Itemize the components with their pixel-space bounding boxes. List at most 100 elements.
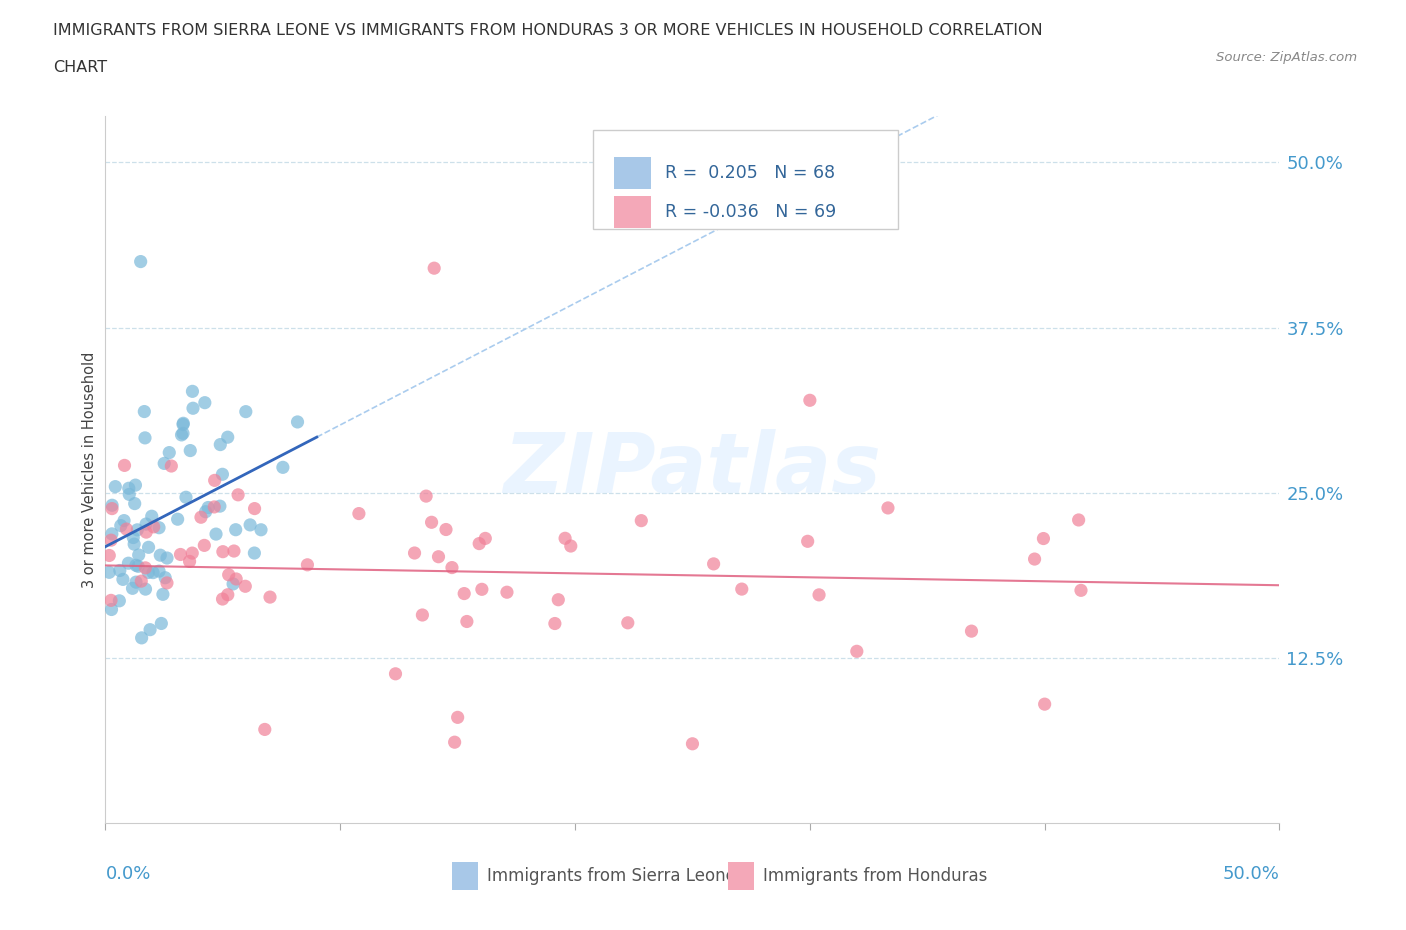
Point	[153, 570, 176, 585]
Point	[287, 415, 309, 430]
Point	[112, 513, 135, 528]
Point	[135, 517, 157, 532]
Point	[415, 488, 437, 503]
Point	[131, 631, 153, 645]
Point	[205, 526, 228, 541]
Point	[150, 616, 173, 631]
Point	[118, 481, 141, 496]
Point	[411, 607, 433, 622]
Point	[212, 544, 235, 559]
Point	[682, 737, 704, 751]
Point	[156, 576, 179, 591]
Point	[235, 405, 257, 419]
Point	[217, 587, 239, 602]
Text: 0.0%: 0.0%	[105, 866, 150, 884]
Point	[118, 487, 141, 502]
Point	[877, 500, 900, 515]
Point	[98, 548, 121, 563]
Point	[117, 556, 139, 571]
Point	[169, 547, 191, 562]
Point	[194, 504, 217, 519]
Point	[225, 572, 247, 587]
Point	[134, 561, 156, 576]
Point	[208, 498, 231, 513]
Point	[796, 534, 818, 549]
Point	[108, 593, 131, 608]
Point	[114, 458, 136, 472]
Point	[134, 405, 156, 419]
Point	[125, 558, 148, 573]
Point	[100, 593, 122, 608]
Point	[471, 582, 494, 597]
Point	[630, 513, 652, 528]
Point	[1024, 551, 1046, 566]
Point	[121, 581, 143, 596]
Point	[122, 537, 145, 551]
Point	[142, 565, 165, 580]
Text: Immigrants from Sierra Leone: Immigrants from Sierra Leone	[486, 867, 735, 885]
Point	[129, 574, 152, 589]
Point	[474, 531, 496, 546]
Point	[845, 644, 868, 658]
Point	[172, 417, 194, 432]
Point	[202, 499, 225, 514]
Point	[404, 546, 426, 561]
Point	[253, 722, 276, 737]
Point	[233, 578, 256, 593]
Point	[157, 445, 180, 460]
Point	[174, 490, 197, 505]
Text: R = -0.036   N = 69: R = -0.036 N = 69	[665, 203, 837, 220]
Point	[172, 426, 194, 441]
Point	[104, 479, 127, 494]
Point	[226, 487, 249, 502]
Text: 50.0%: 50.0%	[1223, 866, 1279, 884]
Point	[101, 501, 124, 516]
Point	[434, 522, 457, 537]
Text: Immigrants from Honduras: Immigrants from Honduras	[763, 867, 987, 885]
Point	[243, 501, 266, 516]
Point	[124, 478, 146, 493]
Point	[1033, 697, 1056, 711]
Point	[211, 591, 233, 606]
Point	[239, 517, 262, 532]
Point	[138, 540, 160, 555]
Point	[127, 523, 149, 538]
Point	[703, 556, 725, 571]
Point	[100, 533, 122, 548]
Point	[1032, 531, 1054, 546]
Point	[181, 401, 204, 416]
Point	[138, 565, 160, 580]
Point	[194, 395, 217, 410]
Point	[98, 565, 121, 579]
Point	[172, 416, 194, 431]
Point	[129, 254, 152, 269]
Text: CHART: CHART	[53, 60, 107, 75]
Point	[731, 581, 754, 596]
Point	[347, 506, 370, 521]
Point	[111, 572, 134, 587]
FancyBboxPatch shape	[728, 862, 754, 890]
Point	[142, 520, 165, 535]
Point	[225, 523, 247, 538]
Point	[100, 602, 122, 617]
Point	[101, 526, 124, 541]
Point	[560, 538, 582, 553]
Point	[243, 546, 266, 561]
Point	[209, 437, 232, 452]
Point	[122, 530, 145, 545]
Point	[218, 567, 240, 582]
Point	[141, 509, 163, 524]
Point	[166, 512, 188, 526]
Point	[101, 498, 124, 512]
Point	[960, 624, 983, 639]
Point	[440, 560, 463, 575]
Point	[423, 260, 446, 275]
Point	[124, 496, 146, 511]
Point	[384, 667, 406, 682]
Point	[148, 520, 170, 535]
Point	[554, 531, 576, 546]
Point	[544, 616, 567, 631]
FancyBboxPatch shape	[593, 130, 898, 230]
Point	[297, 557, 319, 572]
Point	[222, 577, 245, 591]
